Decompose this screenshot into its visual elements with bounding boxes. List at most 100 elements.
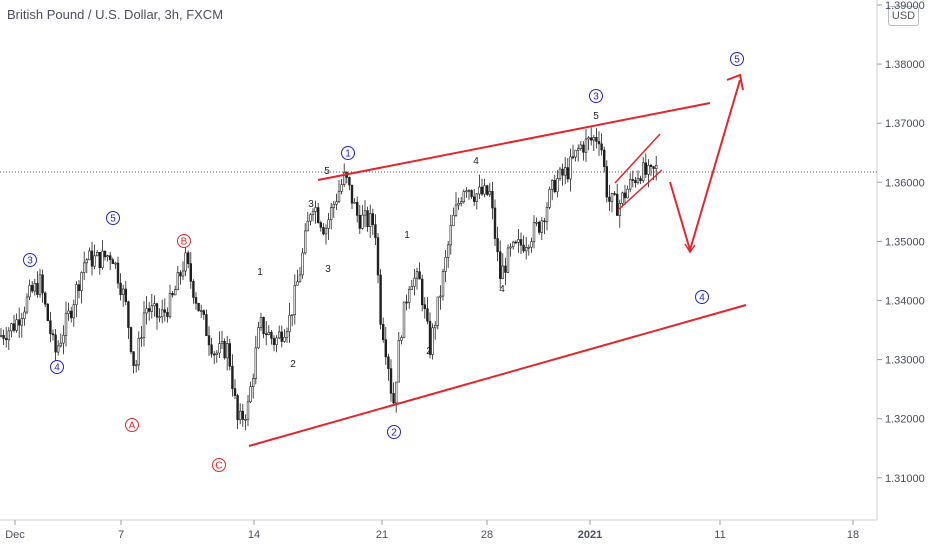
candle-body xyxy=(361,214,364,229)
price-tick-label: 1.32000 xyxy=(885,414,925,426)
candle xyxy=(43,291,47,308)
candle xyxy=(394,381,398,413)
candle xyxy=(465,187,468,198)
candle-body xyxy=(332,204,335,209)
candle xyxy=(277,325,281,340)
candle xyxy=(535,217,538,227)
candle-body xyxy=(75,284,78,306)
candle-body xyxy=(418,271,421,280)
candle-body xyxy=(264,333,268,335)
candle xyxy=(168,284,172,319)
candle xyxy=(462,189,465,204)
candle-body xyxy=(467,190,471,192)
candle xyxy=(480,178,484,196)
candle-body xyxy=(595,137,598,142)
candle xyxy=(485,184,489,197)
candle-body xyxy=(452,215,455,226)
candle-body xyxy=(153,303,156,307)
candle xyxy=(628,173,632,193)
candle-body xyxy=(428,320,432,355)
candle xyxy=(420,274,424,312)
candle xyxy=(129,326,133,355)
candle-body xyxy=(322,227,325,235)
candle xyxy=(75,281,78,318)
candle xyxy=(267,325,270,336)
candle xyxy=(449,214,452,255)
candle xyxy=(54,329,57,364)
candle xyxy=(618,199,622,228)
candle-body xyxy=(249,386,252,403)
candle xyxy=(158,308,161,323)
candle-body xyxy=(392,393,395,404)
candle xyxy=(166,307,169,323)
candle-body xyxy=(540,220,544,233)
candle xyxy=(275,335,278,353)
candle-body xyxy=(340,184,343,192)
candle xyxy=(426,297,429,325)
candle xyxy=(550,179,554,201)
candle xyxy=(488,182,491,197)
candle xyxy=(431,323,434,360)
candle-body xyxy=(168,293,172,317)
candle-body xyxy=(522,244,525,252)
candle xyxy=(433,321,437,340)
candle-body xyxy=(166,311,169,317)
candle xyxy=(589,127,593,146)
candle-body xyxy=(589,137,593,141)
candle xyxy=(649,163,653,176)
candle xyxy=(309,213,312,226)
candle-body xyxy=(38,274,42,295)
candle-body xyxy=(561,168,564,176)
candle xyxy=(407,286,411,309)
candle xyxy=(155,302,159,330)
wave-label-text: A xyxy=(129,421,136,432)
candle-body xyxy=(623,192,627,199)
candle-body xyxy=(194,297,198,304)
candle-body xyxy=(566,167,570,180)
candle-body xyxy=(371,213,374,225)
candle-body xyxy=(28,285,31,298)
candle xyxy=(400,335,403,345)
candle-body xyxy=(205,314,208,336)
candle-body xyxy=(449,225,452,246)
currency-badge[interactable]: USD xyxy=(888,6,919,26)
diagonal-lower-line xyxy=(617,169,663,211)
candle xyxy=(103,250,107,261)
candle-body xyxy=(550,179,554,190)
candle xyxy=(98,251,102,275)
price-tick-label: 1.33000 xyxy=(885,355,925,367)
candle-body xyxy=(33,282,37,292)
candle-body xyxy=(303,230,307,254)
time-axis: Dec 7 14 21 28 2021 11 18 xyxy=(5,520,859,541)
candle-body xyxy=(64,313,68,336)
candle xyxy=(5,326,8,348)
time-tick-label: 18 xyxy=(847,529,859,541)
candle xyxy=(504,257,507,286)
candle xyxy=(371,208,374,235)
candle xyxy=(145,295,148,325)
candle-body xyxy=(288,315,291,332)
candle-body xyxy=(311,211,315,216)
candle xyxy=(467,188,471,200)
candle xyxy=(514,240,518,244)
candle-body xyxy=(189,263,192,282)
candle xyxy=(608,184,611,212)
candle-body xyxy=(405,301,408,304)
candle xyxy=(106,254,109,262)
candle xyxy=(285,327,289,343)
wave-label-text: 3 xyxy=(593,92,599,103)
candle xyxy=(218,331,221,359)
candle-body xyxy=(171,293,174,296)
candle xyxy=(621,191,624,208)
wave-label-blue: 2 xyxy=(387,425,401,439)
candle xyxy=(405,294,408,311)
candle-body xyxy=(358,214,361,229)
candle-body xyxy=(142,312,146,338)
candle xyxy=(23,306,26,326)
candle-body xyxy=(366,210,369,228)
candle-body xyxy=(444,256,447,272)
candle-body xyxy=(545,207,549,223)
candle-body xyxy=(148,308,151,312)
candle-body xyxy=(70,310,73,319)
